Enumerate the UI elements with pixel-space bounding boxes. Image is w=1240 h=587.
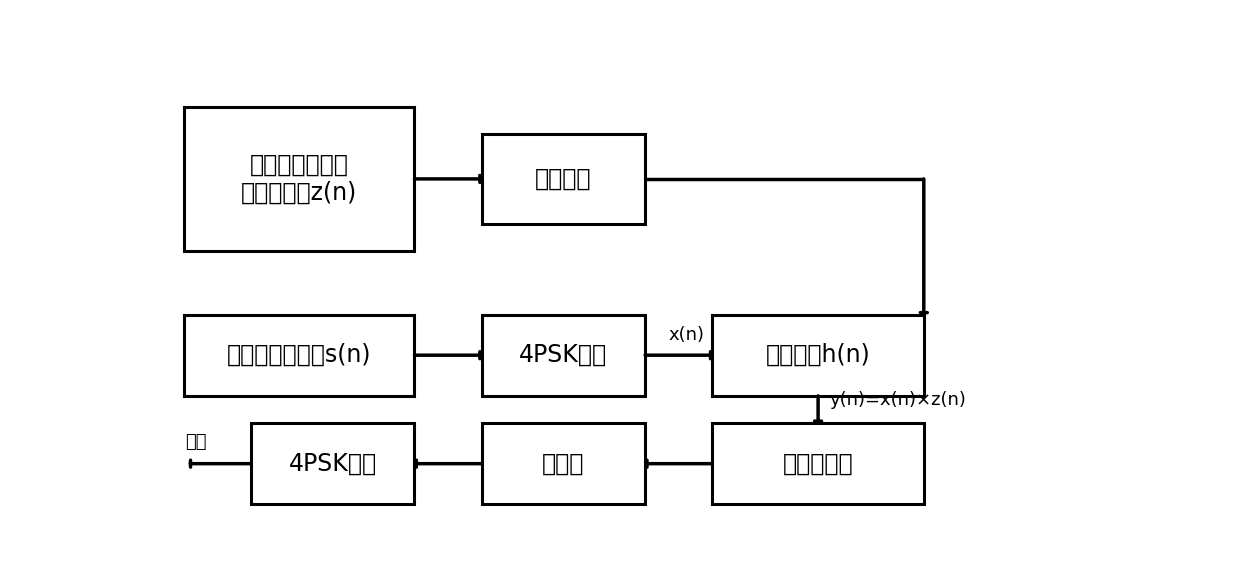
FancyBboxPatch shape (481, 423, 645, 504)
Text: 生成二进制码元s(n): 生成二进制码元s(n) (227, 343, 372, 367)
Text: 解卷积: 解卷积 (542, 451, 584, 475)
Text: 信道估计: 信道估计 (536, 167, 591, 191)
Text: 变换到频域: 变换到频域 (782, 451, 853, 475)
FancyBboxPatch shape (184, 315, 414, 396)
Text: 4PSK解调: 4PSK解调 (289, 451, 377, 475)
FancyBboxPatch shape (481, 134, 645, 224)
FancyBboxPatch shape (481, 315, 645, 396)
FancyBboxPatch shape (712, 315, 924, 396)
FancyBboxPatch shape (712, 423, 924, 504)
Text: x(n): x(n) (668, 326, 704, 344)
Text: 测量大气信道中
的乘性噪声z(n): 测量大气信道中 的乘性噪声z(n) (241, 153, 357, 205)
Text: 大气信道h(n): 大气信道h(n) (766, 343, 870, 367)
FancyBboxPatch shape (250, 423, 414, 504)
FancyBboxPatch shape (184, 107, 414, 251)
Text: 4PSK调制: 4PSK调制 (520, 343, 608, 367)
Text: y(n)=x(n)×z(n): y(n)=x(n)×z(n) (830, 392, 966, 409)
Text: 输出: 输出 (186, 433, 207, 451)
